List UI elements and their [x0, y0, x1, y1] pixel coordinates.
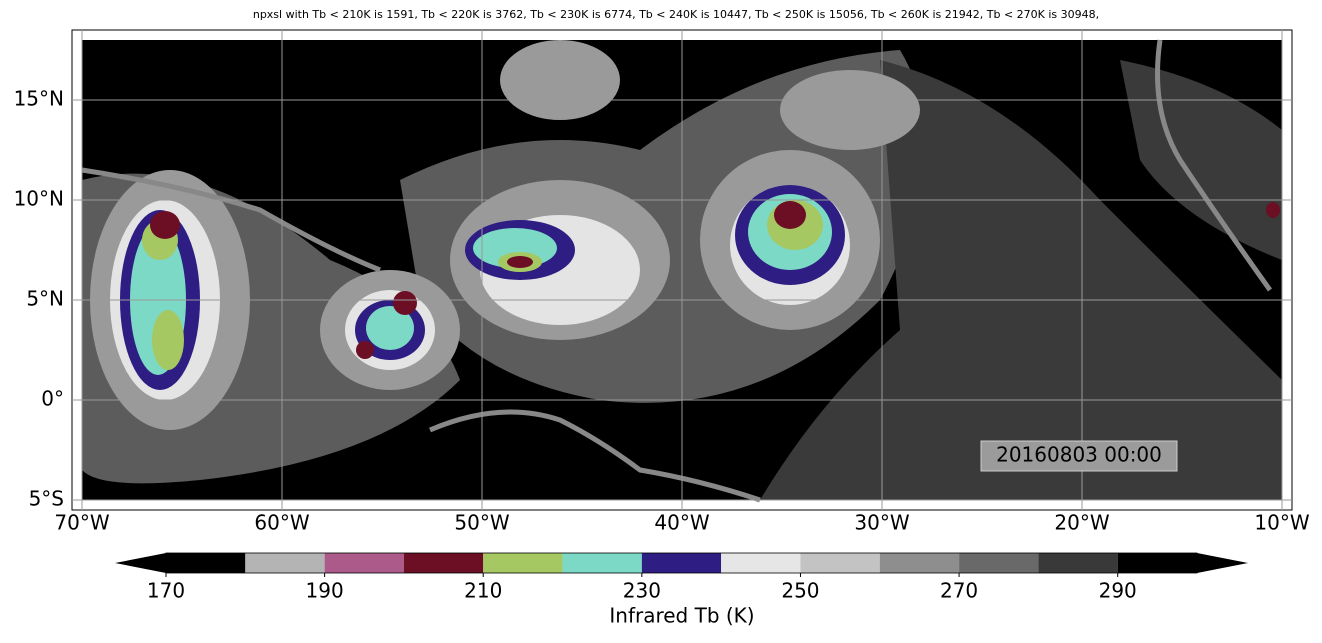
colorbar-segment — [879, 553, 960, 573]
x-tick-label: 50°W — [454, 511, 509, 535]
colorbar-segment — [800, 553, 880, 573]
x-tick-label: 70°W — [54, 511, 109, 535]
timestamp: 20160803 00:00 — [996, 443, 1162, 467]
colorbar-outline — [165, 552, 1198, 574]
x-tick-label: 10°W — [1254, 511, 1309, 535]
timestamp-box — [980, 440, 1178, 472]
y-tick-label: 15°N — [14, 87, 64, 111]
x-tick-label: 60°W — [254, 511, 309, 535]
colorbar: 170 190 210 230 250 270 290 — [115, 552, 1248, 603]
colorbar-extend-low — [115, 553, 166, 573]
x-tick-label: 20°W — [1054, 511, 1109, 535]
colorbar-segment — [403, 553, 484, 573]
colorbar-tick-label: 270 — [940, 579, 978, 603]
title: npxsl with Tb < 210K is 1591, Tb < 220K … — [253, 8, 1099, 21]
colorbar-tick-label: 290 — [1099, 579, 1137, 603]
colorbar-segment — [245, 553, 325, 573]
colorbar-segment — [324, 553, 404, 573]
colorbar-segment — [721, 553, 801, 573]
colorbar-segment — [562, 553, 642, 573]
colorbar-segment — [641, 553, 722, 573]
colorbar-extend-high — [1197, 553, 1248, 573]
colorbar-label: Infrared Tb (K) — [609, 604, 754, 628]
y-tick-label: 0° — [41, 387, 64, 411]
colorbar-segment — [959, 553, 1039, 573]
colorbar-tick-label: 190 — [306, 579, 344, 603]
x-tick-label: 30°W — [854, 511, 909, 535]
colorbar-segment — [483, 553, 563, 573]
colorbar-segment — [166, 553, 246, 573]
colorbar-tick-label: 210 — [464, 579, 502, 603]
colorbar-tick-label: 250 — [781, 579, 819, 603]
colorbar-tick-label: 170 — [147, 579, 185, 603]
colorbar-tick-label: 230 — [623, 579, 661, 603]
y-tick-label: 5°S — [29, 487, 64, 511]
grid: 70°W 60°W 50°W 40°W 30°W 20°W 10°W 5°S 0° 5°N 10°N… — [14, 30, 1310, 535]
x-tick-label: 40°W — [654, 511, 709, 535]
y-tick-label: 10°N — [14, 187, 64, 211]
colorbar-segment — [1117, 553, 1197, 573]
colorbar-segment — [1038, 553, 1118, 573]
y-tick-label: 5°N — [26, 287, 64, 311]
